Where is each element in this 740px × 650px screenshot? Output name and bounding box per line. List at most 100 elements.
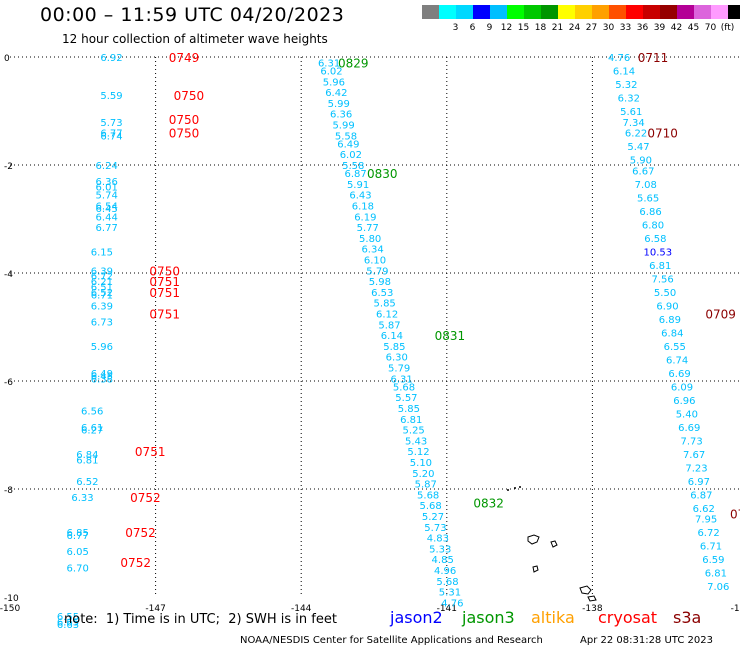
wave-height-value: 6.42 bbox=[325, 88, 347, 99]
scale-label: 3 bbox=[452, 23, 459, 33]
wave-height-value: 5.85 bbox=[398, 404, 420, 415]
wave-height-value: 7.67 bbox=[683, 450, 705, 461]
wave-height-value: 5.31 bbox=[439, 588, 461, 599]
wave-height-value: 6.90 bbox=[656, 301, 678, 312]
wave-height-value: 6.72 bbox=[697, 528, 719, 539]
wave-height-value: 6.71 bbox=[91, 291, 113, 302]
wave-height-value: 5.58 bbox=[342, 161, 364, 172]
legend-altika: altika bbox=[531, 608, 575, 627]
wave-height-value: 5.68 bbox=[393, 382, 415, 393]
pass-time-label: 0710 bbox=[647, 127, 678, 141]
island-outline bbox=[532, 565, 539, 573]
wave-height-value: 5.40 bbox=[676, 409, 698, 420]
scale-label: 12 bbox=[500, 23, 513, 33]
wave-height-value: 6.39 bbox=[91, 266, 113, 277]
wave-height-value: 7.73 bbox=[681, 436, 703, 447]
wave-height-value: 5.61 bbox=[620, 107, 642, 118]
wave-height-value: 6.53 bbox=[371, 288, 393, 299]
y-tick-label: -4 bbox=[4, 270, 13, 280]
wave-height-value: 5.74 bbox=[96, 191, 118, 202]
wave-height-value: 6.51 bbox=[91, 283, 113, 294]
wave-height-value: 6.36 bbox=[96, 177, 118, 188]
wave-height-value: 5.32 bbox=[615, 80, 637, 91]
wave-height-value: 6.89 bbox=[659, 315, 681, 326]
scale-swatch bbox=[694, 5, 711, 19]
scale-swatch bbox=[575, 5, 592, 19]
wave-height-value: 6.85 bbox=[67, 528, 89, 539]
pass-time-label: 0750 bbox=[169, 113, 200, 127]
pass-time-label: 0752 bbox=[130, 491, 161, 505]
wave-height-value: 6.15 bbox=[91, 247, 113, 258]
wave-height-value: 6.97 bbox=[688, 477, 710, 488]
wave-height-value: 6.10 bbox=[364, 256, 386, 267]
wave-height-value: 5.73 bbox=[100, 118, 122, 129]
wave-height-value: 5.99 bbox=[328, 99, 350, 110]
wave-height-value: 6.38 bbox=[91, 374, 113, 385]
scale-swatch bbox=[490, 5, 507, 19]
wave-height-value: 6.81 bbox=[400, 415, 422, 426]
legend-s3a: s3a bbox=[673, 608, 702, 627]
y-tick-label: 0 bbox=[4, 54, 10, 64]
pass-time-label: 0749 bbox=[169, 51, 200, 65]
pass-time-label: 0831 bbox=[435, 329, 466, 343]
scale-label: 70 bbox=[704, 23, 717, 33]
scale-label: 39 bbox=[653, 23, 666, 33]
scale-swatch bbox=[728, 5, 740, 19]
wave-height-value: 6.77 bbox=[67, 531, 89, 542]
wave-height-value: 6.14 bbox=[613, 67, 635, 78]
wave-height-value: 7.23 bbox=[685, 463, 707, 474]
scale-swatch bbox=[609, 5, 626, 19]
wave-height-value: 5.87 bbox=[378, 320, 400, 331]
legend-jason3: jason3 bbox=[462, 608, 515, 627]
wave-height-value: 5.85 bbox=[383, 342, 405, 353]
pass-time-label: 0752 bbox=[120, 556, 151, 570]
island-outline bbox=[579, 585, 592, 595]
wave-height-value: 6.69 bbox=[668, 369, 690, 380]
wave-height-value: 6.39 bbox=[91, 301, 113, 312]
wave-height-value: 6.84 bbox=[76, 450, 98, 461]
pass-time-label: 0832 bbox=[473, 497, 504, 511]
map-grid: -150 -147 -144 -141 -138 -13 0 -2 -4 -6 -8 -10 bbox=[0, 54, 740, 614]
pass-time-label: 0750 bbox=[149, 264, 180, 278]
wave-height-value: 6.33 bbox=[71, 493, 93, 504]
wave-height-value: 6.67 bbox=[632, 166, 654, 177]
scale-label: 33 bbox=[619, 23, 632, 33]
x-tick-label: -13 bbox=[731, 604, 740, 614]
x-tick-label: -141 bbox=[437, 604, 457, 614]
wave-height-value: 5.68 bbox=[417, 490, 439, 501]
wave-height-value: 7.06 bbox=[707, 582, 729, 593]
wave-height-value: 6.45 bbox=[96, 204, 118, 215]
wave-height-value: 6.27 bbox=[81, 426, 103, 437]
wave-height-value: 5.43 bbox=[405, 436, 427, 447]
wave-height-value: 6.05 bbox=[67, 547, 89, 558]
scale-swatch bbox=[677, 5, 694, 19]
wave-height-value: 5.68 bbox=[436, 577, 458, 588]
scale-label: 27 bbox=[585, 23, 598, 33]
y-tick-label: -8 bbox=[4, 486, 13, 496]
wave-height-value: 6.55 bbox=[664, 342, 686, 353]
wave-height-value: 10.53 bbox=[643, 247, 672, 258]
wave-height-value: 6.01 bbox=[96, 183, 118, 194]
wave-height-value: 6.62 bbox=[693, 504, 715, 515]
islands bbox=[507, 486, 597, 602]
wave-height-value: 6.73 bbox=[91, 318, 113, 329]
wave-height-value: 6.56 bbox=[81, 407, 103, 418]
scale-label: 42 bbox=[670, 23, 683, 33]
wave-height-value: 6.44 bbox=[96, 212, 118, 223]
wave-height-value: 6.77 bbox=[100, 129, 122, 140]
wave-height-value: 6.84 bbox=[661, 328, 683, 339]
wave-height-value: 4.83 bbox=[427, 534, 449, 545]
wave-height-value: 6.69 bbox=[678, 423, 700, 434]
pass-time-label: 0709 bbox=[705, 308, 736, 322]
pass-time-label: 0751 bbox=[135, 445, 166, 459]
wave-height-value: 6.92 bbox=[100, 53, 122, 64]
wave-height-value: 6.49 bbox=[337, 139, 359, 150]
pass-time-label: 0711 bbox=[638, 51, 669, 65]
scale-label: 45 bbox=[687, 23, 700, 33]
scale-swatch bbox=[626, 5, 643, 19]
scale-swatch bbox=[541, 5, 558, 19]
wave-height-value: 6.77 bbox=[96, 223, 118, 234]
pass-time-label: 0750 bbox=[169, 127, 200, 141]
x-tick-label: -147 bbox=[145, 604, 165, 614]
